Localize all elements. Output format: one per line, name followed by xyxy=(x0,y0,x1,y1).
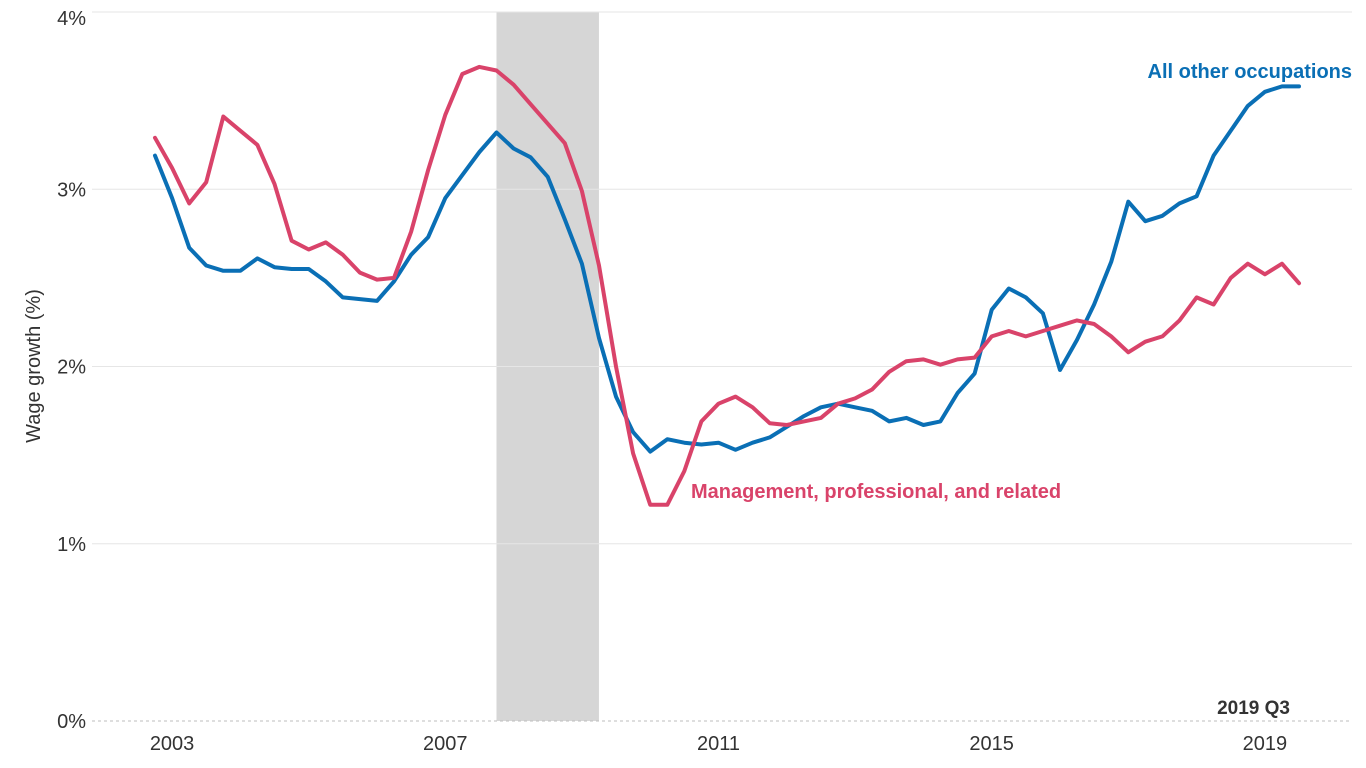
x-tick-label: 2007 xyxy=(423,733,468,755)
x-axis-ticks: 2003 2007 2011 2015 2019 xyxy=(150,733,1287,755)
series-label-management-professional: Management, professional, and related xyxy=(691,481,1061,503)
latest-quarter-note: 2019 Q3 xyxy=(1217,698,1290,719)
y-tick-label: 2% xyxy=(57,357,86,379)
y-tick-label: 4% xyxy=(57,8,86,30)
series-line-management-professional xyxy=(153,64,1301,507)
y-axis-ticks: 0% 1% 2% 3% 4% xyxy=(57,8,86,733)
x-tick-label: 2011 xyxy=(697,733,740,755)
y-tick-label: 3% xyxy=(57,179,86,201)
gridlines xyxy=(92,11,1352,545)
x-tick-label: 2019 xyxy=(1243,733,1288,755)
series-line-all-other-occupations xyxy=(153,84,1301,454)
y-axis-label: Wage growth (%) xyxy=(23,289,45,443)
y-tick-label: 0% xyxy=(57,711,86,733)
y-tick-label: 1% xyxy=(57,534,86,556)
x-tick-label: 2015 xyxy=(969,733,1014,755)
x-tick-label: 2003 xyxy=(150,733,195,755)
series-label-all-other-occupations: All other occupations xyxy=(1148,61,1352,83)
series-lines xyxy=(153,64,1301,507)
